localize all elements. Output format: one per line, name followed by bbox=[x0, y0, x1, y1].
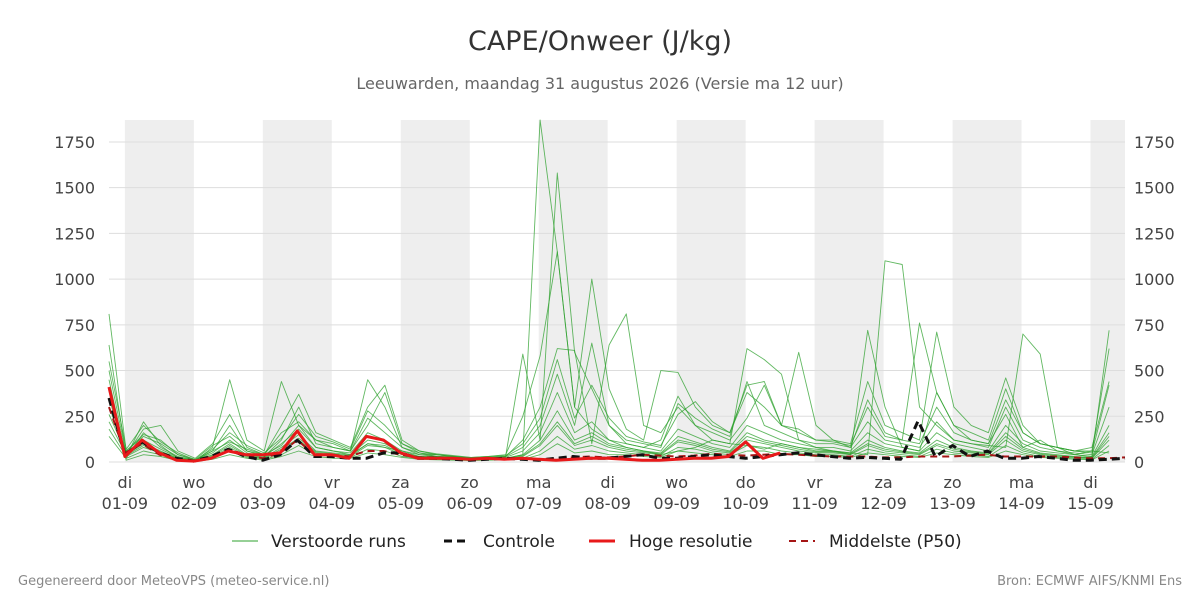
plot-area bbox=[107, 119, 1126, 463]
y-tick-label-right: 1750 bbox=[1134, 133, 1175, 152]
credit-left: Gegenereerd door MeteoVPS (meteo-service… bbox=[18, 574, 329, 589]
legend: Verstoorde runs Controle Hoge resolutie … bbox=[232, 532, 962, 552]
x-tick-date: 07-09 bbox=[515, 494, 562, 513]
x-tick-day: di bbox=[1083, 473, 1098, 492]
x-tick-day: vr bbox=[807, 473, 823, 492]
x-tick-day: wo bbox=[665, 473, 688, 492]
legend-label-ensemble: Verstoorde runs bbox=[271, 532, 406, 552]
series-line-median bbox=[108, 406, 1126, 463]
legend-item-ensemble[interactable]: Verstoorde runs bbox=[232, 532, 406, 552]
x-tick-day: za bbox=[392, 473, 410, 492]
legend-item-median[interactable]: Middelste (P50) bbox=[789, 532, 962, 552]
x-tick-date: 03-09 bbox=[240, 494, 287, 513]
x-tick-date: 09-09 bbox=[653, 494, 700, 513]
x-tick-day: zo bbox=[943, 473, 961, 492]
day-band-0 bbox=[124, 120, 194, 462]
x-tick-date: 05-09 bbox=[378, 494, 425, 513]
y-tick-label-left: 0 bbox=[85, 453, 95, 472]
y-tick-label-left: 1000 bbox=[54, 270, 95, 289]
legend-label-control: Controle bbox=[483, 532, 555, 552]
x-axis: di 01-09 wo 02-09 do 03-09 vr 04-09 za 05-09 zo 06-… bbox=[102, 473, 1114, 513]
x-tick-day: wo bbox=[182, 473, 205, 492]
legend-item-control[interactable]: Controle bbox=[444, 532, 555, 552]
y-tick-label-right: 250 bbox=[1134, 407, 1165, 426]
legend-label-median: Middelste (P50) bbox=[829, 532, 962, 552]
day-band-1 bbox=[262, 120, 332, 462]
y-tick-label-left: 250 bbox=[64, 407, 95, 426]
y-tick-label-right: 1500 bbox=[1134, 179, 1175, 198]
chart-title: CAPE/Onweer (J/kg) bbox=[468, 26, 732, 57]
y-tick-label-left: 500 bbox=[64, 362, 95, 381]
ensemble-member-3 bbox=[108, 251, 1110, 459]
ensemble-member-5 bbox=[108, 342, 1110, 460]
y-tick-label-left: 750 bbox=[64, 316, 95, 335]
x-tick-date: 01-09 bbox=[102, 494, 149, 513]
day-band-3 bbox=[538, 120, 608, 462]
day-band-6 bbox=[952, 120, 1022, 462]
x-tick-day: di bbox=[600, 473, 615, 492]
credit-right: Bron: ECMWF AIFS/KNMI Ens bbox=[997, 574, 1182, 589]
x-tick-day: vr bbox=[324, 473, 340, 492]
x-tick-day: zo bbox=[461, 473, 479, 492]
x-tick-date: 11-09 bbox=[791, 494, 838, 513]
x-tick-date: 14-09 bbox=[998, 494, 1045, 513]
y-tick-label-right: 1250 bbox=[1134, 224, 1175, 243]
x-tick-day: di bbox=[118, 473, 133, 492]
x-tick-date: 13-09 bbox=[929, 494, 976, 513]
y-tick-label-right: 500 bbox=[1134, 362, 1165, 381]
y-tick-label-right: 750 bbox=[1134, 316, 1165, 335]
x-tick-day: ma bbox=[526, 473, 551, 492]
grid-lines bbox=[109, 141, 1125, 463]
x-tick-date: 12-09 bbox=[860, 494, 907, 513]
y-tick-label-left: 1750 bbox=[54, 133, 95, 152]
ensemble-member-6 bbox=[108, 392, 1110, 461]
x-tick-day: ma bbox=[1009, 473, 1034, 492]
ensemble-member-7 bbox=[108, 410, 1110, 461]
x-tick-date: 02-09 bbox=[171, 494, 218, 513]
x-tick-date: 10-09 bbox=[722, 494, 769, 513]
legend-label-high-res: Hoge resolutie bbox=[629, 532, 753, 552]
day-band-2 bbox=[400, 120, 470, 462]
day-bands bbox=[124, 120, 1125, 462]
x-tick-date: 06-09 bbox=[446, 494, 493, 513]
y-tick-label-right: 1000 bbox=[1134, 270, 1175, 289]
x-tick-day: do bbox=[736, 473, 756, 492]
day-band-4 bbox=[676, 120, 746, 462]
y-axis-right: 0 250 500 750 1000 1250 1500 1750 bbox=[1134, 133, 1175, 472]
day-band-7 bbox=[1090, 120, 1125, 462]
y-tick-label-left: 1500 bbox=[54, 179, 95, 198]
ensemble-member-11 bbox=[108, 359, 1110, 461]
ensemble-member-4 bbox=[108, 313, 1110, 461]
chart-subtitle: Leeuwarden, maandag 31 augustus 2026 (Ve… bbox=[356, 74, 843, 93]
x-tick-date: 08-09 bbox=[584, 494, 631, 513]
series-line-high-res bbox=[107, 386, 781, 463]
y-axis-left: 0 250 500 750 1000 1250 1500 1750 bbox=[54, 133, 95, 472]
x-tick-date: 15-09 bbox=[1067, 494, 1114, 513]
x-tick-date: 04-09 bbox=[309, 494, 356, 513]
y-tick-label-left: 1250 bbox=[54, 224, 95, 243]
x-tick-day: do bbox=[253, 473, 273, 492]
legend-item-high-res[interactable]: Hoge resolutie bbox=[589, 532, 753, 552]
y-tick-label-right: 0 bbox=[1134, 453, 1144, 472]
x-tick-day: za bbox=[874, 473, 892, 492]
